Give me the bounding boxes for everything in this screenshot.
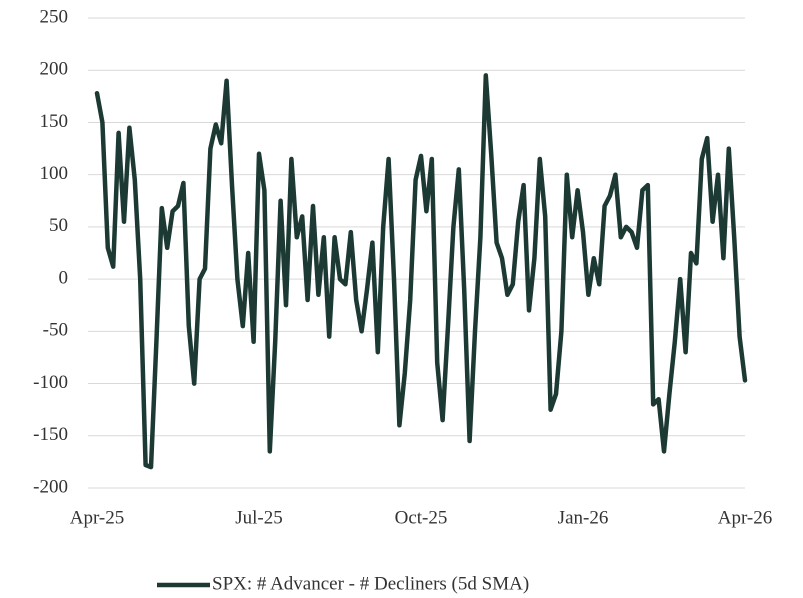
y-tick-label: 200 xyxy=(40,59,69,80)
x-tick-label: Apr-26 xyxy=(718,507,773,528)
data-line xyxy=(94,73,748,470)
x-tick-label: Oct-25 xyxy=(395,507,448,528)
y-tick-label: 100 xyxy=(40,163,69,184)
y-tick-label: -50 xyxy=(43,320,68,341)
y-tick-label: 50 xyxy=(49,215,68,236)
y-tick-label: 150 xyxy=(40,111,69,132)
x-tick-label: Apr-25 xyxy=(70,507,125,528)
y-tick-label: -150 xyxy=(33,424,68,445)
y-tick-label: 250 xyxy=(40,6,69,27)
legend-label: SPX: # Advancer - # Decliners (5d SMA) xyxy=(212,573,529,594)
x-tick-label: Jul-25 xyxy=(235,507,283,528)
y-tick-label: -100 xyxy=(33,372,68,393)
y-tick-label: -200 xyxy=(33,476,68,497)
y-tick-label: 0 xyxy=(59,267,69,288)
x-tick-label: Jan-26 xyxy=(558,507,609,528)
